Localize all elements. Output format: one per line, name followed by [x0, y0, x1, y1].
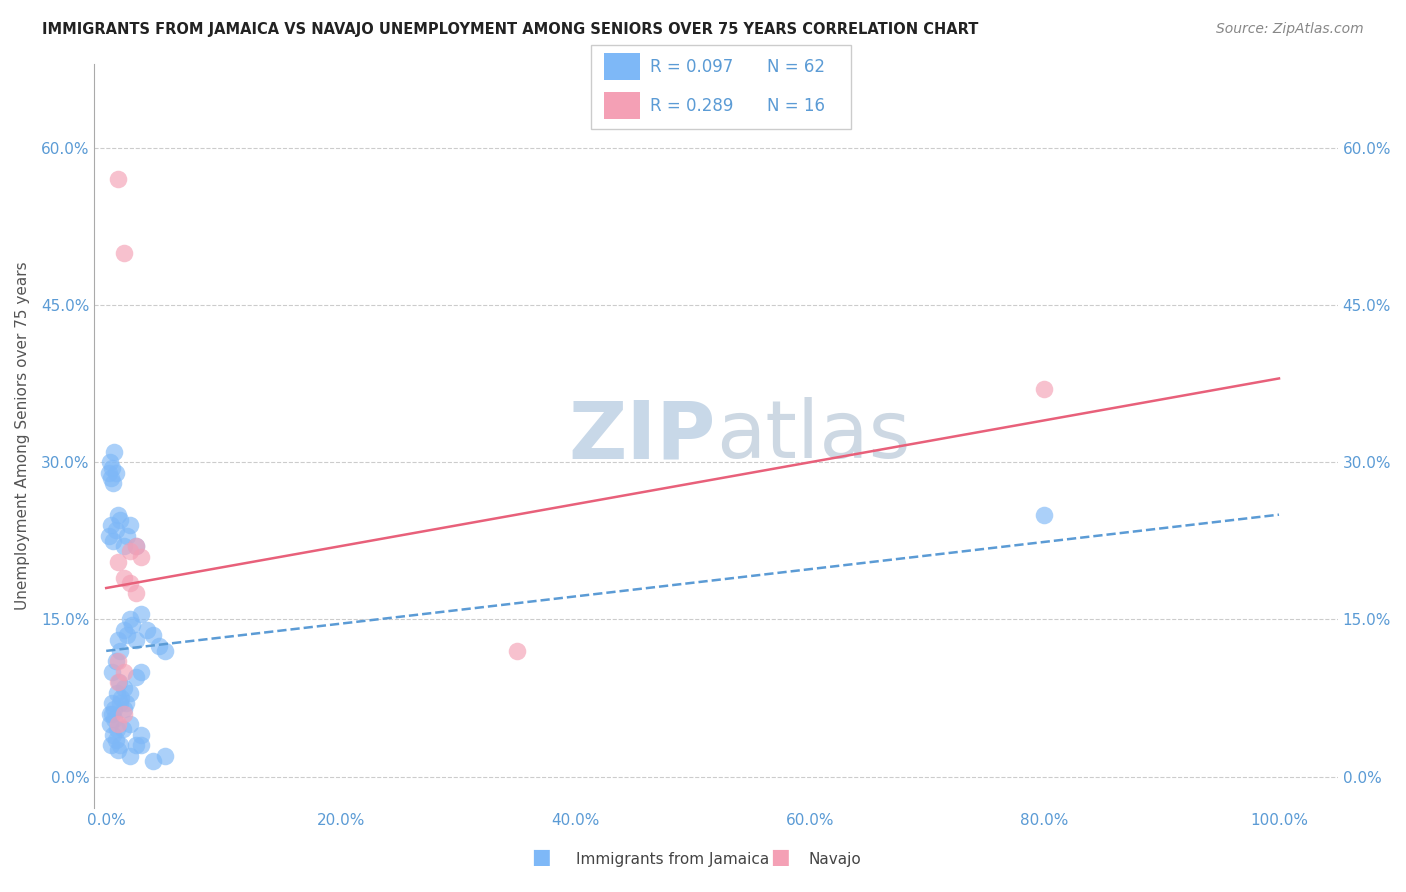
Point — [103, 444, 125, 458]
Point — [107, 717, 129, 731]
Point — [118, 518, 141, 533]
Point — [101, 460, 124, 475]
Point — [98, 706, 121, 721]
Point — [118, 575, 141, 590]
Point — [112, 623, 135, 637]
Text: Source: ZipAtlas.com: Source: ZipAtlas.com — [1216, 22, 1364, 37]
Bar — [603, 54, 640, 80]
Text: R = 0.097: R = 0.097 — [651, 58, 734, 76]
Point — [103, 712, 125, 726]
Point — [112, 665, 135, 679]
FancyBboxPatch shape — [591, 45, 851, 129]
Point — [108, 675, 131, 690]
Point — [107, 633, 129, 648]
Point — [131, 728, 153, 742]
Point — [100, 471, 122, 485]
Point — [136, 623, 159, 637]
Point — [112, 701, 135, 715]
Text: N = 16: N = 16 — [768, 96, 825, 114]
Point — [131, 665, 153, 679]
Point — [107, 508, 129, 522]
Text: N = 62: N = 62 — [768, 58, 825, 76]
Point — [100, 518, 122, 533]
Point — [124, 539, 146, 553]
Text: Navajo: Navajo — [808, 852, 862, 867]
Point — [131, 607, 153, 622]
Y-axis label: Unemployment Among Seniors over 75 years: Unemployment Among Seniors over 75 years — [15, 261, 30, 610]
Point — [104, 733, 127, 747]
Point — [112, 570, 135, 584]
Point — [112, 681, 135, 695]
Point — [101, 665, 124, 679]
Point — [115, 696, 138, 710]
Point — [131, 549, 153, 564]
Point — [118, 612, 141, 626]
Text: atlas: atlas — [716, 397, 911, 475]
Point — [103, 476, 125, 491]
Text: ZIP: ZIP — [569, 397, 716, 475]
Point — [105, 723, 128, 737]
Point — [112, 706, 135, 721]
Point — [124, 633, 146, 648]
Point — [121, 617, 143, 632]
Point — [110, 644, 132, 658]
Point — [104, 524, 127, 538]
Point — [124, 586, 146, 600]
Point — [112, 245, 135, 260]
Point — [118, 686, 141, 700]
Point — [118, 748, 141, 763]
Text: Immigrants from Jamaica: Immigrants from Jamaica — [576, 852, 769, 867]
Point — [118, 717, 141, 731]
Point — [148, 639, 170, 653]
Point — [112, 539, 135, 553]
Point — [101, 696, 124, 710]
Point — [104, 654, 127, 668]
Point — [117, 628, 139, 642]
Point — [110, 738, 132, 752]
Bar — [603, 92, 640, 120]
Point — [110, 696, 132, 710]
Point — [103, 701, 125, 715]
Point — [131, 738, 153, 752]
Point — [107, 555, 129, 569]
Point — [153, 644, 176, 658]
Text: IMMIGRANTS FROM JAMAICA VS NAVAJO UNEMPLOYMENT AMONG SENIORS OVER 75 YEARS CORRE: IMMIGRANTS FROM JAMAICA VS NAVAJO UNEMPL… — [42, 22, 979, 37]
Point — [103, 533, 125, 548]
Point — [104, 466, 127, 480]
Point — [98, 717, 121, 731]
Point — [505, 644, 527, 658]
Point — [142, 628, 165, 642]
Text: R = 0.289: R = 0.289 — [651, 96, 734, 114]
Text: ■: ■ — [531, 847, 551, 867]
Point — [97, 528, 120, 542]
Point — [107, 172, 129, 186]
Point — [98, 455, 121, 469]
Point — [97, 466, 120, 480]
Point — [110, 513, 132, 527]
Point — [111, 723, 134, 737]
Point — [124, 738, 146, 752]
Point — [153, 748, 176, 763]
Point — [142, 754, 165, 768]
Point — [117, 528, 139, 542]
Point — [107, 675, 129, 690]
Point — [103, 728, 125, 742]
Point — [1033, 382, 1056, 396]
Point — [118, 544, 141, 558]
Point — [110, 691, 132, 706]
Point — [124, 539, 146, 553]
Point — [100, 738, 122, 752]
Point — [105, 686, 128, 700]
Point — [124, 670, 146, 684]
Point — [107, 743, 129, 757]
Point — [107, 654, 129, 668]
Point — [1033, 508, 1056, 522]
Point — [101, 706, 124, 721]
Text: ■: ■ — [770, 847, 790, 867]
